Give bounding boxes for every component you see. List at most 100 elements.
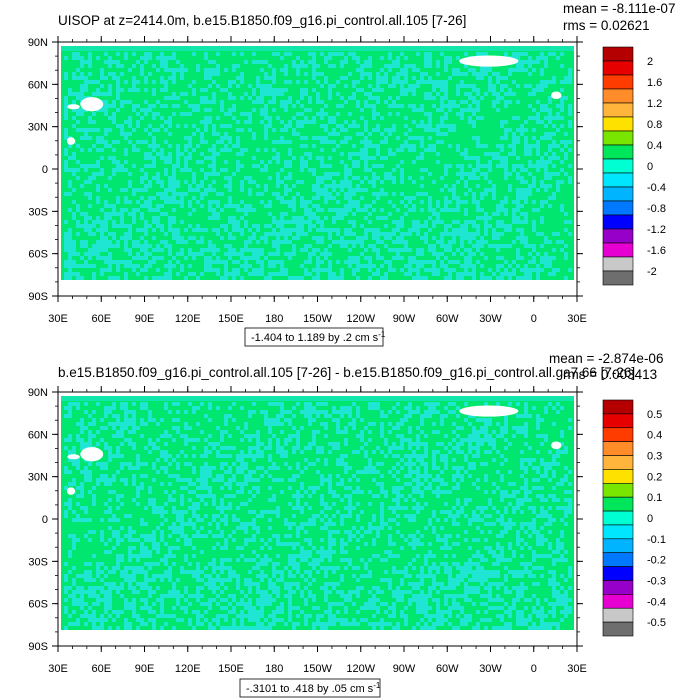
lat-tick-label: 60N [28,429,48,441]
panel-2-svg: b.e15.B1850.f09_g16.pi_control.all.105 [… [28,351,666,698]
colorbar-label: -0.5 [647,617,666,629]
colorbar-swatch [602,200,634,216]
colorbar-swatch [602,144,634,160]
colorbar-swatch [602,580,634,595]
colorbar-swatch [602,496,634,512]
colorbar-swatch [602,46,634,62]
colorbar-swatch [602,116,634,132]
lat-tick-label: 90S [28,641,48,653]
colorbar-swatch [602,102,634,118]
colorbar-label: -1.6 [647,245,666,257]
colorbar-label: 1.2 [647,98,662,110]
lon-tick-label: 60E [91,663,111,675]
colorbar-swatch [602,130,634,146]
colorbar-label: -0.1 [647,534,666,546]
lon-tick-label: 30W [479,663,502,675]
lon-tick-label: 150W [303,663,332,675]
masked-region [66,487,76,495]
lat-tick-label: 90N [28,37,48,49]
lon-tick-label: 120E [175,313,201,325]
colorbar-swatch [602,510,634,526]
colorbar-swatch [602,214,634,230]
panel-1-rms: rms = 0.02621 [563,18,650,33]
masked-region [459,55,519,67]
lon-tick-label: 120W [346,313,375,325]
lat-tick-label: 60S [28,249,48,261]
svg-text:-1.404 to 1.189 by .2 cm s-1: -1.404 to 1.189 by .2 cm s-1 [251,330,386,344]
colorbar-label: 2 [647,56,653,68]
lon-tick-label: 150W [303,313,332,325]
panel-2-mean: mean = -2.874e-06 [549,351,663,366]
lon-tick-label: 30E [567,313,587,325]
panel-1-svg: UISOP at z=2414.0m, b.e15.B1850.f09_g16.… [28,1,675,347]
lon-tick-label: 90E [135,663,155,675]
colorbar-swatch [602,594,634,609]
colorbar-label: 0.4 [647,140,662,152]
lat-tick-label: 30N [28,122,48,134]
panel-1-range-text: -1.404 to 1.189 by .2 cm s [251,332,379,344]
colorbar-label: 0.1 [647,492,662,504]
lon-tick-label: 90E [135,313,155,325]
colorbar-swatch [602,270,634,286]
colorbar-swatch [602,242,634,258]
colorbar-label: 0.3 [647,451,662,463]
lat-tick-label: 60N [28,79,48,91]
masked-region [459,405,519,417]
colorbar-swatch [602,441,634,456]
colorbar-swatch [602,60,634,76]
colorbar-label: 0.8 [647,119,662,131]
colorbar-swatch [602,524,634,540]
arctic-strip [61,396,574,401]
panel-2-rms: rms = 0.003413 [563,367,657,382]
colorbar-label: 0.4 [647,430,662,442]
lon-tick-label: 120W [346,663,375,675]
lat-tick-label: 90S [28,291,48,303]
lon-tick-label: 0 [531,663,537,675]
lat-tick-label: 30S [28,556,48,568]
lon-tick-label: 0 [531,313,537,325]
lon-tick-label: 90W [393,313,416,325]
masked-region [80,97,104,112]
lon-tick-label: 30E [48,663,68,675]
lon-tick-label: 30E [567,663,587,675]
colorbar-label: -0.3 [647,575,666,587]
panel-2-colorbar: 0.5 0.4 0.3 0.2 0.1 0 -0.1 -0.2 -0.3 -0.4 -0.5 [602,399,666,637]
colorbar-swatch [602,552,634,567]
lat-tick-label: 0 [42,164,48,176]
colorbar-swatch [602,621,634,637]
colorbar-swatch [602,427,634,442]
colorbar-label: -1.2 [647,224,666,236]
colorbar-swatch [602,538,634,554]
colorbar-label: -2 [647,266,657,278]
lat-tick-label: 30N [28,472,48,484]
panel-2-map [58,392,577,646]
masked-region [551,91,562,100]
masked-region [67,104,80,110]
panel-1-title: UISOP at z=2414.0m, b.e15.B1850.f09_g16.… [58,13,466,28]
colorbar-label: 1.6 [647,77,662,89]
masked-region [67,454,80,460]
panel-2-range-box: -.3101 to .418 by .05 cm s-1 [239,678,381,698]
colorbar-label: 0 [647,513,653,525]
lon-tick-label: 60E [91,313,111,325]
lon-tick-label: 60W [436,313,459,325]
masked-region [80,447,104,462]
lat-tick-label: 90N [28,387,48,399]
lon-tick-label: 30W [479,313,502,325]
map-speckle [64,52,572,280]
colorbar-swatch [602,455,634,470]
panel-1-colorbar: 2 1.6 1.2 0.8 0.4 0 -0.4 -0.8 -1.2 -1.6 -2 [602,46,666,286]
panel-2-range-text: -.3101 to .418 by .05 cm s [246,683,374,695]
lon-tick-label: 120E [175,663,201,675]
colorbar-swatch [602,186,634,202]
lat-tick-label: 30S [28,206,48,218]
colorbar-swatch [602,74,634,90]
lon-tick-label: 60W [436,663,459,675]
panel-2: b.e15.B1850.f09_g16.pi_control.all.105 [… [0,350,700,700]
lon-tick-label: 30E [48,313,68,325]
panel-2-title: b.e15.B1850.f09_g16.pi_control.all.105 [… [58,365,635,380]
lat-tick-label: 0 [42,514,48,526]
colorbar-swatch [602,172,634,188]
